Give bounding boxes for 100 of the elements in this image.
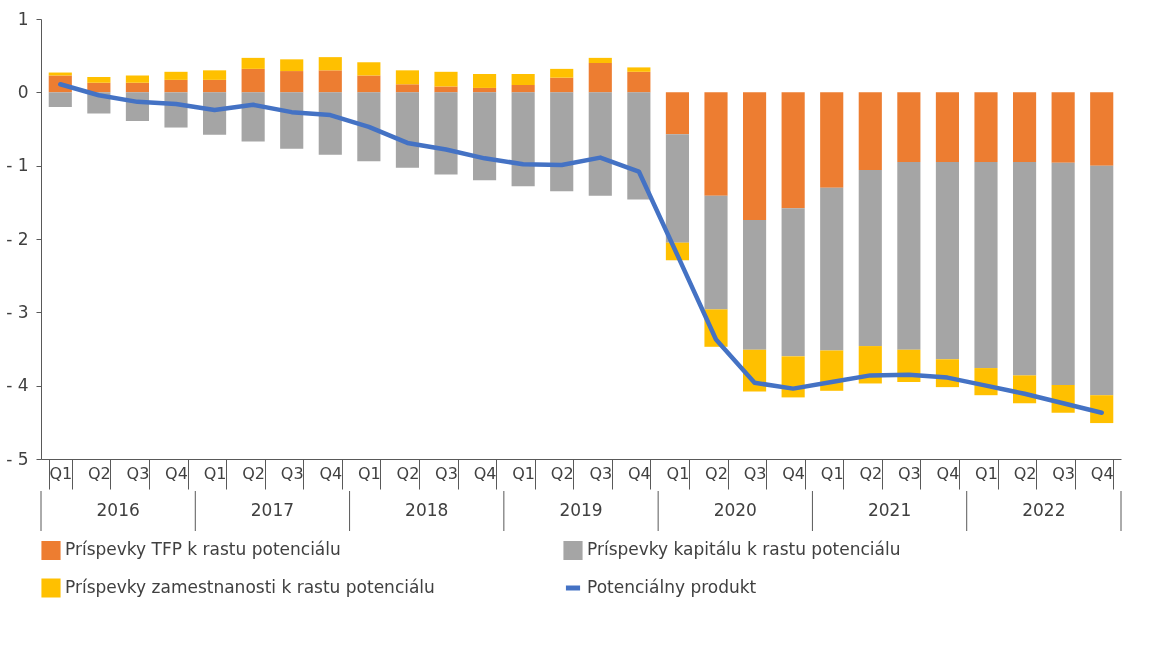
bar [511, 74, 535, 85]
x-tick-label: Q4 [627, 463, 651, 483]
bar [357, 92, 381, 162]
bar [395, 92, 419, 168]
bar [473, 92, 497, 181]
bar [241, 57, 265, 69]
bar [858, 92, 882, 171]
x-tick-label: Q2 [859, 463, 883, 483]
bar [588, 92, 612, 196]
bar [203, 70, 227, 80]
bar [550, 68, 574, 78]
bar [820, 92, 844, 188]
x-tick-label: Q2 [87, 463, 111, 483]
x-tick-label: Q1 [357, 463, 381, 483]
bar [550, 92, 574, 192]
bar [473, 87, 497, 93]
bar [48, 92, 72, 107]
legend-label: Príspevky TFP k rastu potenciálu [65, 539, 341, 560]
bar [858, 170, 882, 347]
x-tick-label: Q3 [1052, 463, 1076, 483]
x-tick-label: Q4 [473, 463, 497, 483]
bar [974, 162, 998, 369]
text: 2016 [96, 500, 140, 520]
x-tick-label: Q3 [435, 463, 458, 483]
bar [627, 67, 651, 72]
bar [550, 77, 574, 93]
bar [87, 76, 111, 83]
bar [241, 68, 265, 93]
x-tick-label: Q4 [936, 463, 960, 483]
bar [318, 57, 342, 71]
bar [743, 92, 767, 220]
y-tick-label: - 5 [6, 448, 29, 469]
x-tick-label: Q1 [975, 463, 998, 483]
bar [588, 63, 612, 93]
x-tick-label: Q3 [589, 463, 613, 483]
bar [203, 79, 227, 93]
x-tick-label: Q4 [319, 463, 343, 483]
bar [935, 92, 959, 162]
y-tick-label: - 3 [6, 301, 29, 322]
x-tick-label: Q3 [126, 463, 150, 483]
bar [280, 59, 304, 72]
x-tick-label: Q2 [550, 463, 574, 483]
bar [395, 70, 419, 85]
bar [704, 92, 728, 196]
bar [357, 62, 381, 76]
bar [164, 71, 188, 80]
bar [781, 208, 805, 357]
x-tick-label: Q4 [1090, 463, 1114, 483]
x-tick-label: Q2 [242, 463, 266, 483]
bar [395, 84, 419, 93]
x-tick-label: Q2 [1013, 463, 1037, 483]
bar [897, 92, 921, 162]
bar [434, 92, 458, 175]
y-tick-label: - 4 [6, 375, 29, 396]
bar [743, 219, 767, 350]
legend-label: Príspevky zamestnanosti k rastu potenciálu [65, 577, 435, 597]
x-tick-label: Q1 [666, 463, 690, 483]
bar [974, 92, 998, 162]
bar [935, 162, 959, 360]
bar [318, 70, 342, 93]
bar [665, 134, 689, 243]
x-tick-label: Q4 [782, 463, 806, 483]
bar [280, 71, 304, 93]
bar [125, 75, 149, 83]
bar [1013, 92, 1037, 162]
bar [357, 75, 381, 93]
bar [125, 82, 149, 93]
y-tick-label: - 1 [6, 155, 29, 176]
bar [511, 85, 535, 93]
bar [704, 195, 728, 310]
bar [1090, 165, 1114, 396]
bar [588, 57, 612, 63]
y-tick-label: - 2 [6, 228, 29, 249]
x-tick-label: Q1 [203, 463, 227, 483]
y-tick-label: 0 [17, 81, 29, 102]
x-tick-label: Q3 [897, 463, 921, 483]
x-tick-label: Q3 [743, 463, 767, 483]
bar [1013, 162, 1037, 376]
x-tick-label: Q2 [396, 463, 420, 483]
bar [241, 92, 265, 142]
text: 2022 [1022, 500, 1066, 520]
x-tick-label: Q1 [49, 463, 73, 483]
y-tick-label: 1 [17, 8, 29, 29]
legend-label: Príspevky kapitálu k rastu potenciálu [587, 539, 901, 560]
bar [665, 92, 689, 135]
bar [897, 162, 921, 350]
legend-label: Potenciálny produkt [587, 577, 757, 597]
bar [781, 92, 805, 209]
bar [1051, 162, 1075, 385]
bar [1090, 395, 1114, 424]
bar [164, 79, 188, 93]
bar [434, 86, 458, 93]
x-tick-label: Q4 [165, 463, 188, 483]
bar [1051, 92, 1075, 163]
x-tick-label: Q1 [512, 463, 536, 483]
text: 2021 [867, 500, 912, 520]
x-tick-label: Q1 [820, 463, 844, 483]
text: 2017 [250, 500, 295, 520]
bar [627, 92, 651, 200]
bar [627, 71, 651, 93]
